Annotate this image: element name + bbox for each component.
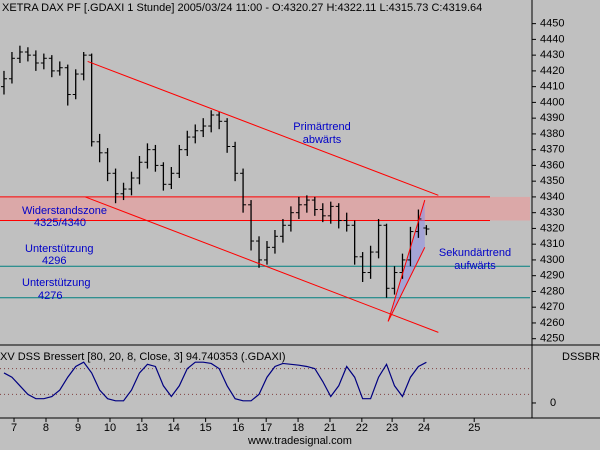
x-tick-label: 18 bbox=[292, 422, 304, 434]
annotation: Primärtrend bbox=[293, 121, 350, 133]
trend-line bbox=[85, 196, 439, 333]
chart-title: XETRA DAX PF [.GDAXI 1 Stunde] 2005/03/2… bbox=[2, 2, 482, 14]
annotation: Sekundärtrend bbox=[439, 247, 511, 259]
indicator-title: XV DSS Bressert [80, 20, 8, Close, 3] 94… bbox=[0, 351, 286, 363]
x-tick-label: 22 bbox=[356, 422, 368, 434]
x-tick-label: 9 bbox=[75, 422, 81, 434]
y-tick-label: 4430 bbox=[540, 49, 564, 61]
support-label: Unterstützung bbox=[22, 277, 90, 289]
y-tick-label: 4320 bbox=[540, 222, 564, 234]
y-tick-label: 4290 bbox=[540, 270, 564, 282]
support-value: 4276 bbox=[38, 290, 62, 302]
y-tick-label: 4450 bbox=[540, 18, 564, 30]
y-tick-label: 4380 bbox=[540, 128, 564, 140]
y-tick-label: 4250 bbox=[540, 333, 564, 345]
x-tick-label: 7 bbox=[11, 422, 17, 434]
x-tick-label: 24 bbox=[418, 422, 430, 434]
y-tick-label: 4270 bbox=[540, 301, 564, 313]
x-tick-label: 16 bbox=[232, 422, 244, 434]
y-tick-label: 4310 bbox=[540, 238, 564, 250]
y-tick-label: 4420 bbox=[540, 65, 564, 77]
x-tick-label: 21 bbox=[324, 422, 336, 434]
indicator-line bbox=[3, 361, 427, 402]
y-tick-label: 4390 bbox=[540, 112, 564, 124]
y-tick-label: 0 bbox=[550, 397, 556, 409]
y-tick-label: 4350 bbox=[540, 175, 564, 187]
x-tick-label: 25 bbox=[468, 422, 480, 434]
zone-label: Widerstandszone bbox=[22, 205, 107, 217]
x-tick-label: 13 bbox=[136, 422, 148, 434]
y-tick-label: 4440 bbox=[540, 33, 564, 45]
y-tick-label: 4280 bbox=[540, 285, 564, 297]
trend-line bbox=[387, 199, 426, 322]
support-value: 4296 bbox=[42, 255, 66, 267]
x-tick-label: 23 bbox=[386, 422, 398, 434]
y-tick-label: 4360 bbox=[540, 159, 564, 171]
indicator-label: DSSBR bbox=[562, 351, 600, 363]
x-tick-label: 14 bbox=[168, 422, 180, 434]
trend-line bbox=[87, 60, 439, 196]
annotation: aufwärts bbox=[454, 260, 496, 272]
y-tick-label: 4410 bbox=[540, 81, 564, 93]
y-tick-label: 4340 bbox=[540, 191, 564, 203]
zone-label: 4325/4340 bbox=[34, 217, 86, 229]
trend-line bbox=[387, 247, 426, 322]
x-tick-label: 15 bbox=[199, 422, 211, 434]
y-tick-label: 4260 bbox=[540, 317, 564, 329]
x-tick-label: 10 bbox=[104, 422, 116, 434]
x-tick-label: 8 bbox=[43, 422, 49, 434]
x-tick-label: 17 bbox=[260, 422, 272, 434]
support-label: Unterstützung bbox=[25, 243, 93, 255]
y-tick-label: 4330 bbox=[540, 207, 564, 219]
y-tick-label: 4400 bbox=[540, 96, 564, 108]
y-tick-label: 4300 bbox=[540, 254, 564, 266]
footer: www.tradesignal.com bbox=[247, 435, 352, 447]
y-tick-label: 4370 bbox=[540, 144, 564, 156]
annotation: abwärts bbox=[303, 134, 342, 146]
